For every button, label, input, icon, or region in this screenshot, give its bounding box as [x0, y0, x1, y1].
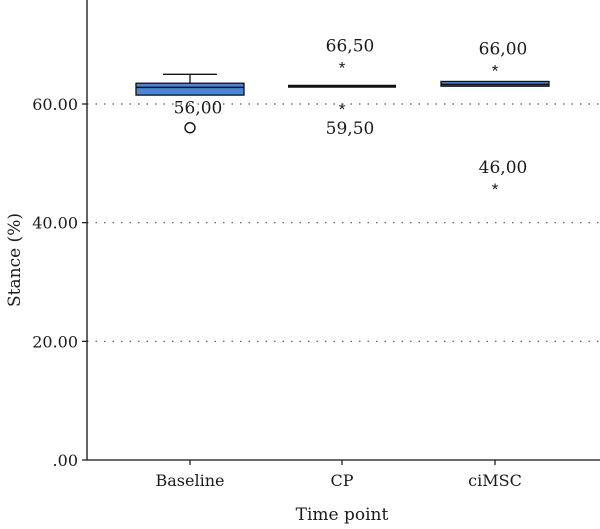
box-body	[135, 82, 245, 96]
x-tick-label: Baseline	[156, 471, 225, 490]
boxes	[135, 73, 550, 96]
outlier-label: 59,50	[326, 119, 375, 139]
outlier-label: 66,00	[479, 39, 528, 59]
y-tick-label: 40.00	[32, 214, 78, 233]
x-tick-label: ciMSC	[468, 471, 522, 490]
outlier-label: 66,50	[326, 36, 375, 56]
y-axis-title: Stance (%)	[5, 213, 25, 307]
y-tick-label: 20.00	[32, 332, 78, 351]
outlier-asterisk: *	[339, 58, 346, 77]
gridlines	[87, 103, 600, 342]
tick-labels: .00 20.00 40.00 60.00 Baseline CP ciMSC	[32, 95, 522, 490]
outlier-circle	[184, 122, 196, 134]
outlier-label: 46,00	[479, 158, 528, 178]
outlier-label: 56,00	[174, 99, 223, 119]
x-tick-label: CP	[330, 471, 353, 490]
y-tick-label: .00	[53, 451, 78, 470]
outlier-asterisk: *	[339, 100, 346, 119]
outliers: 56,00*66,50*59,50*66,00*46,00	[174, 36, 528, 199]
x-axis-title: Time point	[296, 505, 389, 525]
y-tick-label: 60.00	[32, 95, 78, 114]
outlier-asterisk: *	[492, 180, 499, 199]
axes	[82, 0, 600, 465]
outlier-asterisk: *	[492, 61, 499, 80]
